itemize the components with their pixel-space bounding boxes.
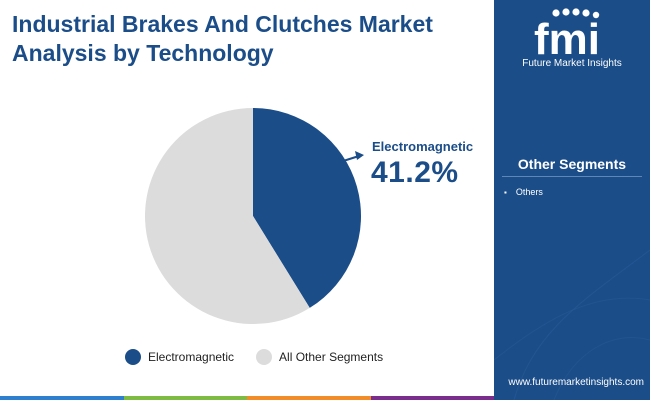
callout-value: 41.2%: [371, 156, 459, 189]
other-segments-list: ▪ Others: [504, 187, 543, 197]
logo-icons: [552, 8, 600, 19]
logo-subtitle: Future Market Insights: [522, 58, 622, 69]
callout-label: Electromagnetic: [372, 139, 474, 154]
bottom-bar-orange: [247, 396, 371, 400]
fmi-logo: fmi: [534, 8, 600, 64]
legend-label: All Other Segments: [279, 350, 384, 364]
chart-legend: Electromagnetic All Other Segments: [125, 349, 405, 365]
chart-title: Industrial Brakes And Clutches Market An…: [12, 11, 433, 66]
sidebar-decoration: [494, 249, 650, 400]
legend-item-other-segments: All Other Segments: [256, 349, 383, 365]
website-url: www.futuremarketinsights.com: [508, 377, 644, 388]
list-item-label: Others: [515, 187, 543, 197]
sidebar: fmi Future Market Insights Other Segment…: [494, 0, 650, 400]
logo-wordmark: fmi: [534, 15, 600, 64]
pie-chart: [145, 108, 364, 324]
bottom-color-bar: [0, 396, 494, 400]
legend-item-electromagnetic: Electromagnetic: [125, 349, 234, 365]
list-item: ▪ Others: [504, 187, 543, 197]
bottom-bar-green: [123, 396, 247, 400]
pie-slice-electromagnetic: [253, 108, 362, 308]
pie-slice-all-other-segments: [145, 108, 310, 324]
legend-label: Electromagnetic: [148, 350, 235, 364]
legend-swatch-other-segments: [256, 349, 273, 365]
bullet-icon: ▪: [504, 187, 507, 197]
callout-arrow: [339, 151, 364, 163]
bottom-bar-purple: [370, 396, 494, 400]
other-segments-heading: Other Segments: [517, 156, 627, 172]
legend-swatch-electromagnetic: [125, 349, 141, 365]
chart-panel: Industrial Brakes And Clutches Market An…: [0, 11, 494, 400]
sidebar-divider: [502, 176, 642, 177]
bottom-bar-blue: [0, 396, 124, 400]
